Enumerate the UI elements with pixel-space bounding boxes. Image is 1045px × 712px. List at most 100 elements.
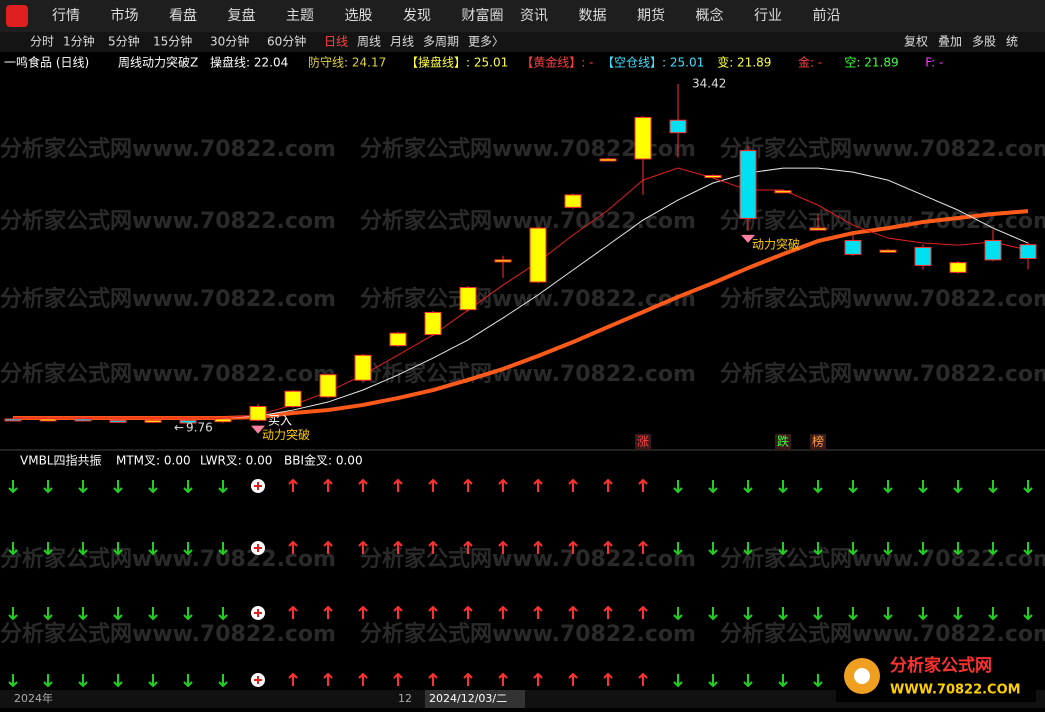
watermark: 分析家公式网www.70822.com (0, 621, 336, 647)
period-button[interactable]: 日线 (324, 35, 348, 49)
menu-item[interactable]: 资讯 (520, 8, 548, 24)
signal-arrow (708, 480, 718, 494)
signal-arrow (813, 607, 823, 621)
signal-arrow (883, 607, 893, 621)
menu-item[interactable]: 行业 (754, 8, 782, 24)
candle-body (774, 190, 792, 194)
signal-arrow (183, 674, 193, 688)
menu-item[interactable]: 概念 (696, 7, 724, 24)
candle-body (284, 390, 302, 407)
candle-body (879, 249, 897, 253)
info-value: 空: 21.89 (844, 56, 898, 70)
axis-label: 2024年 (14, 691, 53, 705)
menu-item[interactable]: 选股 (345, 8, 373, 24)
watermark: 分析家公式网www.70822.com (0, 546, 336, 572)
signal-arrow (498, 540, 508, 554)
signal-arrow (603, 672, 613, 686)
signal-cross (254, 609, 262, 617)
toolbar-right-button[interactable]: 复权 (904, 35, 928, 49)
period-button[interactable]: 5分钟 (108, 34, 140, 49)
signal-arrow (463, 672, 473, 686)
info-value: 金: - (798, 55, 822, 70)
signal-arrow (778, 674, 788, 688)
signal-marker (741, 234, 755, 243)
signal-arrow (778, 480, 788, 494)
signal-arrow (708, 607, 718, 621)
indicator-item: LWR叉: 0.00 (200, 454, 272, 468)
signal-arrow (43, 607, 53, 621)
arrow-glyph: ← (174, 421, 184, 435)
signal-arrow (708, 542, 718, 556)
signal-cross (254, 482, 262, 490)
period-button[interactable]: 月线 (390, 35, 414, 49)
toolbar-right-button[interactable]: 叠加 (938, 35, 962, 49)
signal-arrow (988, 607, 998, 621)
watermark: 分析家公式网www.70822.com (360, 621, 696, 647)
toolbar-right-button[interactable]: 统 (1006, 35, 1018, 49)
signal-arrow (218, 607, 228, 621)
signal-arrow (813, 480, 823, 494)
signal-arrow (1023, 542, 1033, 556)
signal-arrow (988, 480, 998, 494)
candle-body (809, 227, 827, 231)
menu-item[interactable]: 前沿 (813, 7, 841, 24)
signal-arrow (218, 542, 228, 556)
axis-label: 12 (398, 692, 412, 705)
menu-item[interactable]: 看盘 (169, 7, 197, 24)
signal-arrow (533, 540, 543, 554)
period-button[interactable]: 60分钟 (267, 34, 306, 49)
candle-body (914, 246, 932, 266)
period-button[interactable]: 15分钟 (153, 34, 192, 49)
info-value: 防守线: 24.17 (308, 55, 386, 70)
period-button[interactable]: 30分钟 (210, 34, 249, 49)
watermark: 分析家公式网www.70822.com (720, 286, 1045, 312)
app-logo (6, 5, 28, 27)
signal-arrow (463, 605, 473, 619)
candle-body (459, 287, 477, 311)
period-button[interactable]: 分时 (30, 35, 54, 49)
menu-item[interactable]: 市场 (111, 7, 139, 24)
formula-name: 周线动力突破Z (118, 55, 198, 70)
period-button[interactable]: 多周期 (423, 35, 459, 49)
menu-item[interactable]: 主题 (286, 8, 314, 24)
info-value: F: - (925, 56, 943, 70)
signal-arrow (43, 542, 53, 556)
signal-arrow (638, 540, 648, 554)
signal-arrow (148, 674, 158, 688)
toolbar-right-button[interactable]: 多股 (972, 35, 996, 49)
candle-body (844, 240, 862, 255)
signal-arrow (463, 478, 473, 492)
menu-item[interactable]: 数据 (579, 8, 607, 24)
signal-arrow (568, 540, 578, 554)
signal-arrow (603, 605, 613, 619)
signal-arrow (358, 478, 368, 492)
menu-item[interactable]: 行情 (52, 8, 80, 24)
high-label: 34.42 (692, 77, 726, 91)
signal-arrow (883, 542, 893, 556)
menu-item[interactable]: 复盘 (228, 7, 256, 24)
toolbar (0, 32, 1045, 52)
candle-body (4, 418, 22, 422)
signal-arrow (78, 607, 88, 621)
signal-arrow (218, 674, 228, 688)
menu-item[interactable]: 发现 (403, 8, 431, 24)
signal-arrow (393, 540, 403, 554)
tag-label: 跌 (777, 434, 789, 449)
period-button[interactable]: 1分钟 (63, 34, 95, 49)
candle-body (669, 119, 687, 134)
signal-arrow (183, 607, 193, 621)
signal-arrow (498, 478, 508, 492)
candle-body (424, 311, 442, 336)
menu-item[interactable]: 期货 (637, 7, 665, 24)
period-button[interactable]: 周线 (357, 35, 381, 49)
period-button[interactable]: 更多〉 (468, 35, 504, 49)
signal-arrow (533, 478, 543, 492)
logo-title: 分析家公式网 (890, 655, 992, 676)
tag-box (775, 434, 791, 450)
signal-arrow (743, 674, 753, 688)
tag-box (635, 434, 651, 450)
signal-arrow (498, 605, 508, 619)
signal-arrow (708, 674, 718, 688)
menu-item[interactable]: 财富圈 (462, 7, 504, 24)
